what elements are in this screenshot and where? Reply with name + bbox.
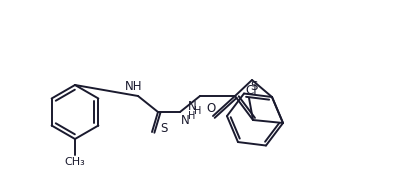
- Text: Cl: Cl: [245, 84, 257, 97]
- Text: S: S: [250, 80, 258, 94]
- Text: N: N: [181, 114, 189, 127]
- Text: H: H: [188, 111, 196, 121]
- Text: S: S: [160, 122, 167, 135]
- Text: H: H: [194, 106, 202, 116]
- Text: CH₃: CH₃: [65, 157, 85, 167]
- Text: NH: NH: [125, 80, 143, 94]
- Text: N: N: [188, 99, 196, 113]
- Text: O: O: [206, 103, 216, 116]
